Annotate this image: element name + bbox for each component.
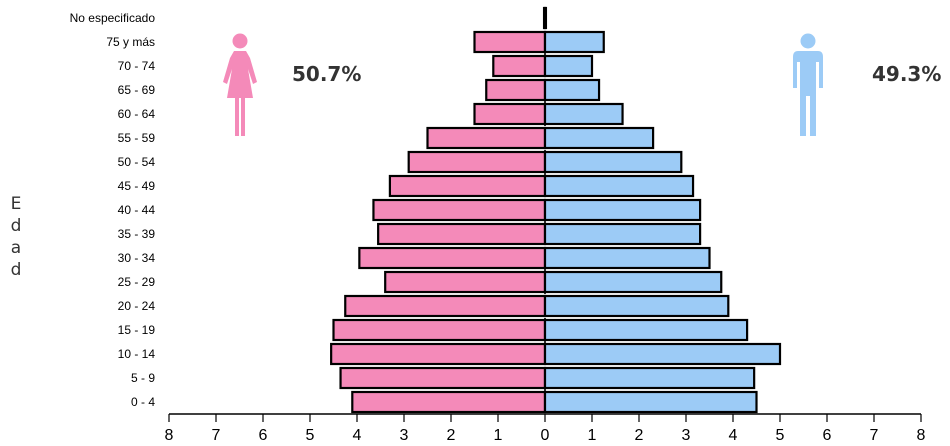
male-bar xyxy=(543,342,782,366)
female-bar xyxy=(407,150,547,174)
x-tick-label: 8 xyxy=(917,427,926,444)
age-group-label: 45 - 49 xyxy=(118,179,156,193)
age-group-label: 65 - 69 xyxy=(118,83,156,97)
age-group-label: 40 - 44 xyxy=(118,203,156,217)
age-group-label: 0 - 4 xyxy=(131,395,155,409)
female-bar xyxy=(332,318,547,342)
age-group-label: 15 - 19 xyxy=(118,323,156,337)
age-labels: No especificado 75 y más 70 - 74 65 - 69 60 … xyxy=(70,11,156,409)
x-tick-label: 4 xyxy=(353,427,362,444)
female-bar xyxy=(377,222,547,246)
x-tick-label: 3 xyxy=(400,427,409,444)
male-bar xyxy=(543,102,624,126)
x-tick-label: 6 xyxy=(259,427,268,444)
age-group-label: 10 - 14 xyxy=(118,347,156,361)
age-group-label: 70 - 74 xyxy=(118,59,156,73)
age-group-label: 30 - 34 xyxy=(118,251,156,265)
x-tick-label: 7 xyxy=(870,427,879,444)
male-bar xyxy=(543,150,683,174)
bars-layer xyxy=(330,6,782,414)
age-group-label: 20 - 24 xyxy=(118,299,156,313)
female-bar xyxy=(339,366,547,390)
male-bar xyxy=(543,174,695,198)
female-bar xyxy=(384,270,547,294)
age-group-label: 60 - 64 xyxy=(118,107,156,121)
female-bar xyxy=(330,342,547,366)
male-bar xyxy=(543,390,758,414)
female-bar xyxy=(344,294,547,318)
x-tick-label: 4 xyxy=(729,427,738,444)
x-tick-label: 2 xyxy=(447,427,456,444)
male-bar xyxy=(543,78,601,102)
male-bar xyxy=(543,54,594,78)
x-tick-label: 6 xyxy=(823,427,832,444)
age-group-label: 25 - 29 xyxy=(118,275,156,289)
male-bar xyxy=(543,198,702,222)
female-bar xyxy=(426,126,547,150)
age-group-label: 55 - 59 xyxy=(118,131,156,145)
x-axis: 8 7 6 5 4 3 2 1 0 1 2 3 4 5 6 7 8 xyxy=(165,413,926,444)
male-bar xyxy=(543,294,730,318)
female-percentage: 50.7% xyxy=(292,62,362,86)
age-group-label: 50 - 54 xyxy=(118,155,156,169)
female-bar xyxy=(492,54,547,78)
male-bar xyxy=(543,246,711,270)
male-bar xyxy=(543,222,702,246)
x-tick-label: 1 xyxy=(588,427,597,444)
female-bar xyxy=(473,102,547,126)
male-bar xyxy=(543,126,655,150)
x-tick-label: 1 xyxy=(494,427,503,444)
male-bar xyxy=(543,366,756,390)
x-tick-label: 7 xyxy=(212,427,221,444)
female-bar xyxy=(358,246,547,270)
x-tick-label: 5 xyxy=(776,427,785,444)
female-bar xyxy=(372,198,547,222)
age-group-label: 35 - 39 xyxy=(118,227,156,241)
man-icon xyxy=(788,32,828,143)
male-bar xyxy=(543,270,723,294)
y-axis-label: Edad xyxy=(10,194,22,280)
male-bar xyxy=(543,318,749,342)
x-tick-label: 5 xyxy=(306,427,315,444)
x-tick-label: 0 xyxy=(541,427,550,444)
female-bar xyxy=(485,78,547,102)
female-bar xyxy=(351,390,547,414)
age-group-label: No especificado xyxy=(70,11,156,25)
male-bar xyxy=(543,30,605,54)
x-tick-label: 2 xyxy=(635,427,644,444)
age-group-label: 5 - 9 xyxy=(131,371,155,385)
x-tick-label: 3 xyxy=(682,427,691,444)
female-bar xyxy=(473,30,547,54)
female-bar xyxy=(388,174,547,198)
male-percentage: 49.3% xyxy=(872,62,942,86)
woman-icon xyxy=(220,32,260,143)
x-tick-label: 8 xyxy=(165,427,174,444)
age-group-label: 75 y más xyxy=(106,35,155,49)
